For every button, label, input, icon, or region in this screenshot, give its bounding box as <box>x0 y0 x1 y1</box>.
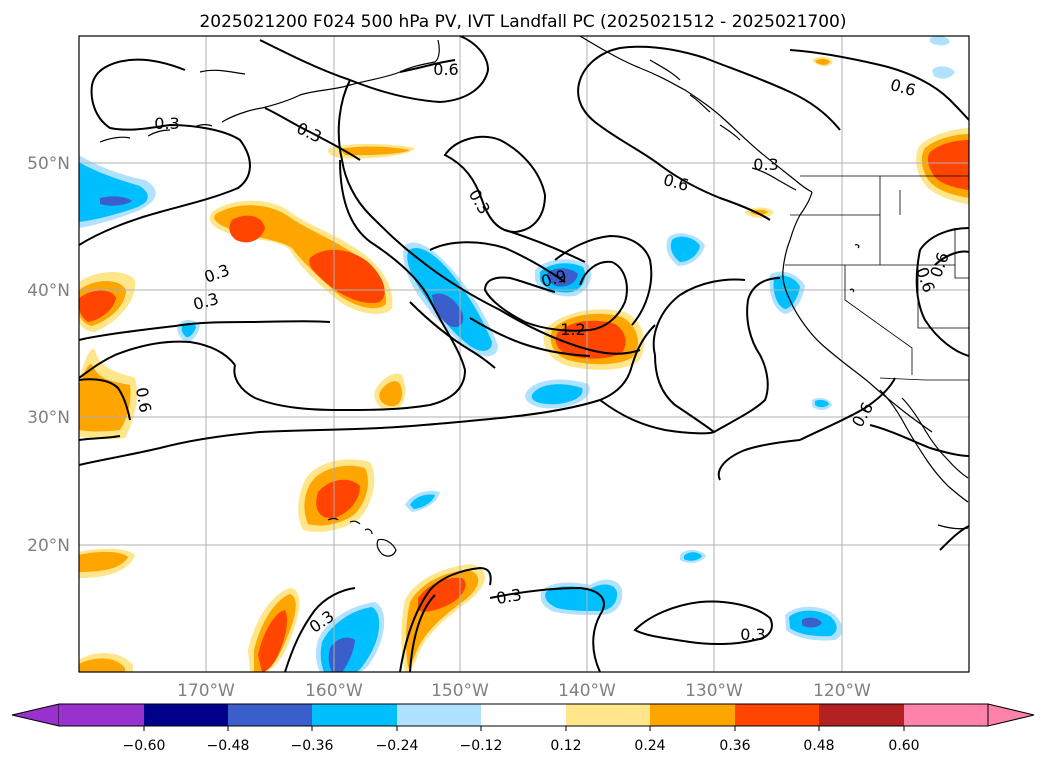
colorbar-segment <box>735 704 819 726</box>
colorbar-tick-label: 0.12 <box>550 738 581 754</box>
fill-negative <box>181 322 196 338</box>
colorbar-tick-label: −0.48 <box>207 738 250 754</box>
fill-negative <box>410 494 435 509</box>
lon-label: 150°W <box>431 681 489 701</box>
contour-label: 0.3 <box>495 585 523 608</box>
lon-label: 140°W <box>558 681 616 701</box>
colorbar-ticks <box>143 726 905 731</box>
fill-positive <box>258 610 288 672</box>
fill-negative <box>815 400 829 408</box>
fill-negative <box>930 36 950 46</box>
map-area: 0.3 0.3 0.6 0.6 0.3 0.6 0.3 0.3 0.3 0.9 … <box>79 36 969 672</box>
colorbar-segment <box>481 704 566 726</box>
lat-label: 30°N <box>27 408 70 428</box>
fill-negative <box>79 162 148 222</box>
colorbar-segment <box>566 704 650 726</box>
fill-positive <box>79 658 125 672</box>
colorbar-tick-label: 0.24 <box>634 738 665 754</box>
fill-positive <box>79 290 116 322</box>
contour-label: 0.6 <box>132 386 155 414</box>
colorbar-segment <box>312 704 397 726</box>
lat-label: 20°N <box>27 536 70 556</box>
fill-positive <box>316 479 360 519</box>
lat-label: 40°N <box>27 281 70 301</box>
fill-negative <box>328 637 355 672</box>
fill-positive <box>229 215 265 243</box>
fill-negative <box>432 293 464 328</box>
colorbar-segment <box>228 704 312 726</box>
fill-negative <box>670 236 700 262</box>
colorbar-tick-label: −0.12 <box>460 738 503 754</box>
pv-contours <box>79 36 969 672</box>
fill-positive <box>418 577 466 612</box>
colorbar-segment <box>144 704 228 726</box>
lon-label: 120°W <box>813 681 871 701</box>
colorbar-segment <box>819 704 904 726</box>
lat-label: 50°N <box>27 154 70 174</box>
colorbar-extend-high <box>987 703 1035 727</box>
fill-positive <box>79 551 128 572</box>
lon-label: 170°W <box>177 681 235 701</box>
fill-negative <box>802 617 822 628</box>
colorbar-segment <box>397 704 481 726</box>
fill-positive <box>815 58 830 65</box>
fill-negative <box>545 584 618 611</box>
fill-positive <box>379 381 402 407</box>
colorbar-segment <box>650 704 735 726</box>
longitude-labels: 170°W 160°W 150°W 140°W 130°W 120°W <box>177 681 871 701</box>
colorbar-segment <box>59 704 144 726</box>
contour-label: 0.3 <box>740 625 765 644</box>
map-title: 2025021200 F024 500 hPa PV, IVT Landfall… <box>199 12 846 32</box>
contour-label: 0.3 <box>154 114 179 133</box>
coastlines <box>99 36 969 557</box>
lon-label: 130°W <box>685 681 743 701</box>
colorbar-segment <box>904 704 988 726</box>
fill-negative <box>932 66 955 79</box>
fill-negative <box>531 384 583 405</box>
colorbar-tick-label: 0.36 <box>719 738 750 754</box>
map-frame <box>78 35 970 673</box>
fill-negative <box>684 552 702 561</box>
fill-positive <box>79 364 131 432</box>
graticule <box>79 36 969 672</box>
political-borders <box>785 175 969 381</box>
colorbar-tick-label: 0.48 <box>803 738 834 754</box>
fill-positive <box>927 140 969 190</box>
colorbar: −0.60 −0.48 −0.36 −0.24 −0.12 0.12 0.24 … <box>11 703 1035 754</box>
colorbar-tick-label: 0.60 <box>888 738 919 754</box>
latitude-labels: 50°N 40°N 30°N 20°N <box>27 154 70 556</box>
colorbar-tick-label: −0.36 <box>291 738 334 754</box>
contour-label: 1.2 <box>560 320 585 339</box>
colorbar-extend-low <box>11 703 60 727</box>
fill-positive <box>340 146 410 156</box>
colorbar-tick-label: −0.24 <box>376 738 419 754</box>
colorbar-tick-label: −0.60 <box>123 738 166 754</box>
lon-label: 160°W <box>305 681 363 701</box>
contour-label: 0.3 <box>753 155 778 174</box>
fill-negative <box>546 268 578 287</box>
fill-negative <box>100 196 132 206</box>
contour-label: 0.6 <box>433 60 458 79</box>
